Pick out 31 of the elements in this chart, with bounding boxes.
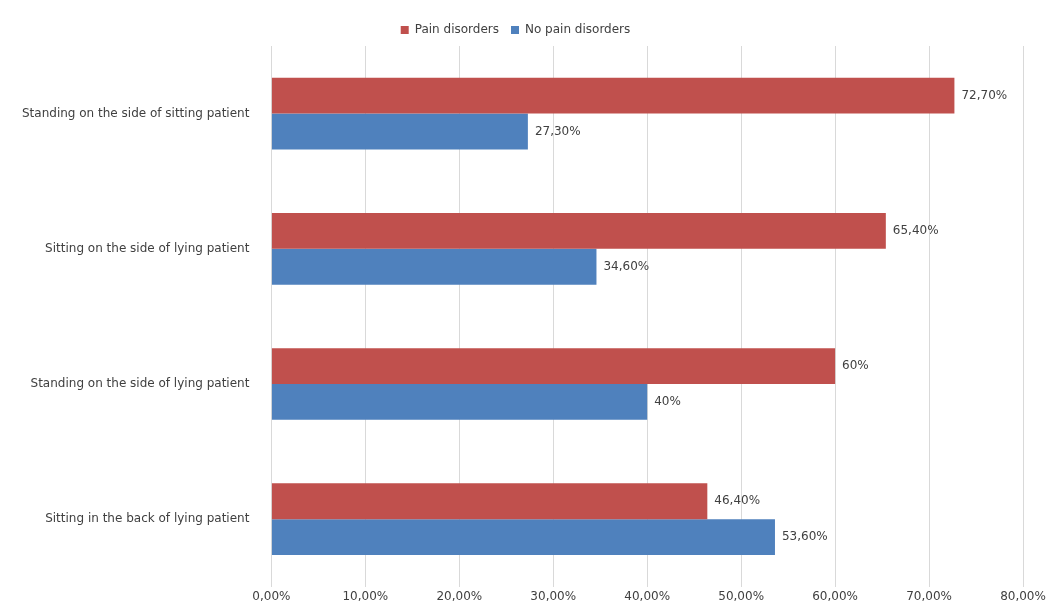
data-label: 60% — [842, 358, 869, 373]
bar — [271, 519, 775, 556]
legend-label: Pain disorders — [414, 22, 499, 37]
data-label: 72,70% — [961, 87, 1008, 102]
legend-label: No pain disorders — [524, 22, 631, 37]
data-label: 46,40% — [714, 493, 761, 508]
x-tick-label: 20,00% — [436, 589, 483, 604]
data-label: 34,60% — [603, 258, 650, 273]
data-label: 27,30% — [534, 123, 581, 138]
bar — [271, 77, 955, 114]
bar — [271, 348, 836, 384]
bar — [271, 384, 648, 420]
y-tick-label: Sitting on the side of lying patient — [45, 240, 250, 255]
x-tick-label: 40,00% — [624, 589, 671, 604]
data-label: 40% — [654, 394, 681, 409]
x-tick-label: 60,00% — [812, 589, 858, 604]
y-tick-label: Sitting in the back of lying patient — [45, 511, 250, 526]
y-tick-label: Standing on the side of sitting patient — [22, 105, 250, 120]
x-tick-label: 10,00% — [342, 589, 389, 604]
bar — [271, 483, 708, 520]
x-tick-label: 80,00% — [1000, 589, 1046, 604]
x-tick-label: 30,00% — [530, 589, 577, 604]
data-label: 65,40% — [892, 223, 939, 238]
bar — [271, 248, 597, 285]
bar — [271, 212, 886, 249]
x-tick-label: 70,00% — [906, 589, 952, 604]
x-tick-label: 50,00% — [718, 589, 765, 604]
bar — [271, 113, 528, 150]
data-label: 53,60% — [781, 529, 828, 544]
y-tick-label: Standing on the side of lying patient — [30, 376, 250, 391]
x-tick-label: 0,00% — [252, 589, 291, 604]
